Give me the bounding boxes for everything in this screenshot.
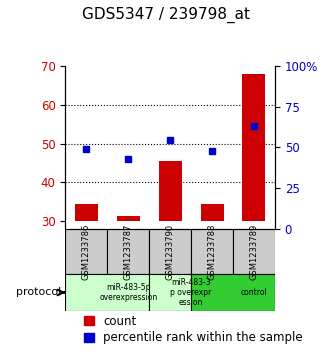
FancyBboxPatch shape [191,229,233,274]
Text: GSM1233789: GSM1233789 [249,224,258,280]
Bar [159,161,182,221]
FancyBboxPatch shape [107,229,149,274]
Text: miR-483-5p
overexpression: miR-483-5p overexpression [99,283,158,302]
Bar [117,216,140,221]
FancyBboxPatch shape [149,229,191,274]
FancyBboxPatch shape [65,229,107,274]
Text: GDS5347 / 239798_at: GDS5347 / 239798_at [83,7,250,24]
FancyBboxPatch shape [233,229,275,274]
Text: GSM1233790: GSM1233790 [166,224,174,280]
Legend: count, percentile rank within the sample: count, percentile rank within the sample [82,312,305,347]
Bar [242,73,265,221]
FancyBboxPatch shape [149,274,191,311]
FancyBboxPatch shape [191,274,275,311]
Text: GSM1233786: GSM1233786 [82,224,91,280]
Bar [75,204,98,221]
Text: GSM1233788: GSM1233788 [207,224,216,280]
Text: miR-483-3
p overexpr
ession: miR-483-3 p overexpr ession [170,278,212,307]
FancyBboxPatch shape [65,274,149,311]
Bar [200,204,223,221]
Text: control: control [240,288,267,297]
Text: protocol: protocol [16,287,61,297]
Text: GSM1233787: GSM1233787 [124,224,133,280]
